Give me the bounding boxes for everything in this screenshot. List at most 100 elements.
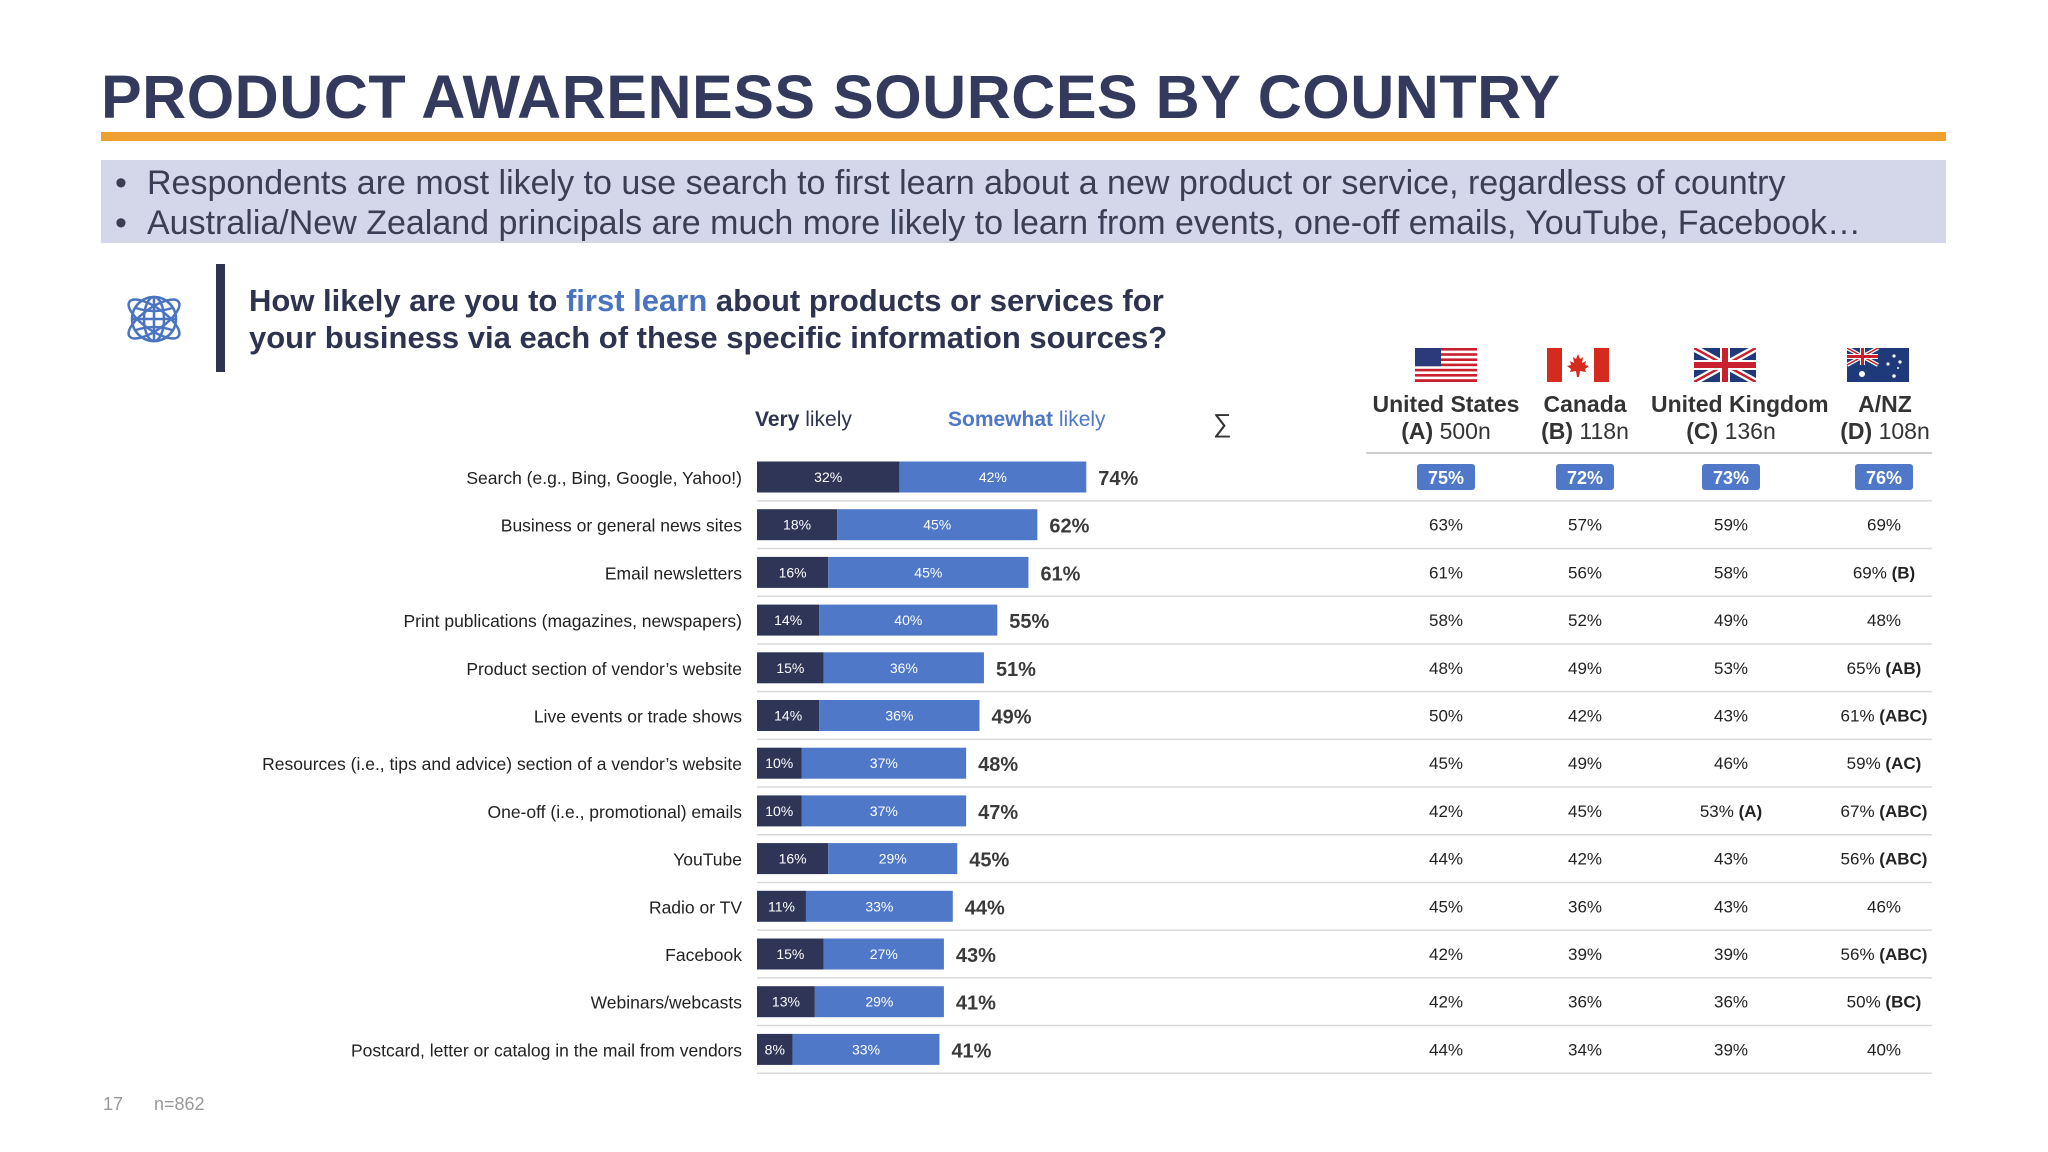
total-value-label: 44% bbox=[965, 897, 1005, 919]
total-value-label: 51% bbox=[996, 659, 1036, 681]
somewhat-likely-value-label: 36% bbox=[885, 708, 913, 724]
top-value-badge bbox=[1702, 464, 1760, 490]
country-cell-value: 36% bbox=[1568, 897, 1602, 916]
country-cell-value: 49% bbox=[1568, 754, 1602, 773]
country-cell-value: 65% (AB) bbox=[1847, 659, 1922, 678]
country-cell-value: 44% bbox=[1429, 850, 1463, 869]
country-cell-value: 56% (ABC) bbox=[1841, 850, 1928, 869]
category-label: Facebook bbox=[665, 945, 742, 965]
very-likely-bar bbox=[757, 604, 820, 636]
country-cell-value: 36% bbox=[1568, 993, 1602, 1012]
total-value-label: 61% bbox=[1040, 563, 1080, 585]
country-cell-value: 63% bbox=[1429, 516, 1463, 535]
slide-title: PRODUCT AWARENESS SOURCES BY COUNTRY bbox=[101, 63, 1561, 131]
country-cell-value: 49% bbox=[1568, 659, 1602, 678]
category-label: Radio or TV bbox=[649, 897, 742, 917]
somewhat-likely-bar bbox=[819, 604, 998, 636]
very-likely-bar bbox=[757, 938, 824, 970]
sum-symbol: ∑ bbox=[1213, 408, 1232, 438]
somewhat-likely-value-label: 33% bbox=[852, 1041, 880, 1057]
country-cell-value: 67% (ABC) bbox=[1841, 802, 1928, 821]
total-value-label: 49% bbox=[992, 707, 1032, 729]
somewhat-likely-value-label: 29% bbox=[865, 994, 893, 1010]
globe-network-icon bbox=[127, 295, 181, 343]
country-cell-value: 75% bbox=[1428, 468, 1464, 488]
category-label: Postcard, letter or catalog in the mail … bbox=[351, 1040, 742, 1060]
finding-bullet: • Australia/New Zealand principals are mu… bbox=[115, 204, 1862, 242]
country-cell-value: 42% bbox=[1429, 945, 1463, 964]
somewhat-likely-value-label: 33% bbox=[865, 898, 893, 914]
somewhat-likely-value-label: 37% bbox=[870, 803, 898, 819]
total-value-label: 41% bbox=[951, 1040, 991, 1062]
very-likely-bar bbox=[757, 890, 806, 922]
category-label: Email newsletters bbox=[605, 563, 742, 583]
significance-marker: (B) bbox=[1887, 563, 1915, 582]
somewhat-likely-value-label: 45% bbox=[914, 564, 942, 580]
us-flag-icon bbox=[1415, 348, 1477, 382]
very-likely-bar bbox=[757, 700, 820, 731]
somewhat-likely-value-label: 40% bbox=[894, 612, 922, 628]
uk-flag-icon bbox=[1694, 348, 1756, 382]
somewhat-likely-value-label: 29% bbox=[879, 851, 907, 867]
country-cell-value: 59% (AC) bbox=[1847, 754, 1922, 773]
finding-bullet: • Respondents are most likely to use sear… bbox=[115, 164, 1786, 202]
country-cell-value: 39% bbox=[1568, 945, 1602, 964]
somewhat-likely-value-label: 37% bbox=[870, 755, 898, 771]
question-highlight: first learn bbox=[565, 283, 708, 318]
somewhat-likely-value-label: 27% bbox=[870, 946, 898, 962]
total-value-label: 45% bbox=[969, 850, 1009, 872]
total-value-label: 47% bbox=[978, 802, 1018, 824]
significance-marker: (ABC) bbox=[1875, 707, 1928, 726]
top-value-badge bbox=[1855, 464, 1913, 490]
legend-somewhat-likely: Somewhat likely bbox=[948, 408, 1106, 431]
significance-marker: (ABC) bbox=[1875, 802, 1928, 821]
significance-marker: (ABC) bbox=[1875, 850, 1928, 869]
very-likely-bar bbox=[757, 747, 802, 779]
country-cell-value: 46% bbox=[1714, 754, 1748, 773]
survey-question: How likely are you to first learn about … bbox=[249, 282, 1167, 356]
page-number: 17 bbox=[103, 1094, 124, 1114]
very-likely-bar bbox=[757, 1033, 793, 1065]
very-likely-value-label: 16% bbox=[779, 564, 807, 580]
country-cell-value: 53% (A) bbox=[1700, 802, 1762, 821]
very-likely-bar bbox=[757, 843, 829, 875]
country-cell-value: 43% bbox=[1714, 707, 1748, 726]
country-cell-value: 45% bbox=[1429, 754, 1463, 773]
significance-marker: (AB) bbox=[1881, 659, 1922, 678]
somewhat-likely-bar bbox=[828, 843, 958, 875]
somewhat-likely-bar bbox=[823, 652, 984, 684]
country-cell-value: 39% bbox=[1714, 1040, 1748, 1059]
country-cell-value: 58% bbox=[1429, 611, 1463, 630]
country-cell-value: 42% bbox=[1429, 802, 1463, 821]
country-cell-value: 36% bbox=[1714, 993, 1748, 1012]
country-cell-value: 76% bbox=[1866, 468, 1902, 488]
very-likely-bar bbox=[757, 795, 802, 827]
country-cell-value: 57% bbox=[1568, 516, 1602, 535]
very-likely-value-label: 10% bbox=[765, 803, 793, 819]
question-text: your business via each of these specific… bbox=[249, 320, 1168, 355]
somewhat-likely-bar bbox=[828, 556, 1029, 588]
country-cell-value: 56% (ABC) bbox=[1841, 945, 1928, 964]
very-likely-value-label: 14% bbox=[774, 612, 802, 628]
country-cell-value: 34% bbox=[1568, 1040, 1602, 1059]
sample-size: n=862 bbox=[154, 1094, 205, 1114]
very-likely-value-label: 32% bbox=[814, 469, 842, 485]
country-cell-value: 59% bbox=[1714, 516, 1748, 535]
very-likely-bar bbox=[757, 461, 900, 493]
top-value-badge bbox=[1417, 464, 1475, 490]
canada-flag-icon bbox=[1547, 348, 1609, 382]
country-cell-value: 73% bbox=[1713, 468, 1749, 488]
very-likely-bar bbox=[757, 556, 829, 588]
category-label: Live events or trade shows bbox=[534, 707, 742, 727]
question-accent-bar bbox=[216, 264, 225, 372]
category-label: Resources (i.e., tips and advice) sectio… bbox=[262, 754, 742, 774]
category-label: One-off (i.e., promotional) emails bbox=[487, 802, 742, 822]
question-text: How likely are you to bbox=[249, 283, 566, 318]
finding-text: Australia/New Zealand principals are muc… bbox=[147, 204, 1862, 242]
top-value-badge bbox=[1556, 464, 1614, 490]
significance-marker: (ABC) bbox=[1875, 945, 1928, 964]
very-likely-value-label: 16% bbox=[779, 851, 807, 867]
country-cell-value: 46% bbox=[1867, 897, 1901, 916]
somewhat-likely-value-label: 45% bbox=[923, 517, 951, 533]
total-value-label: 74% bbox=[1098, 468, 1138, 490]
